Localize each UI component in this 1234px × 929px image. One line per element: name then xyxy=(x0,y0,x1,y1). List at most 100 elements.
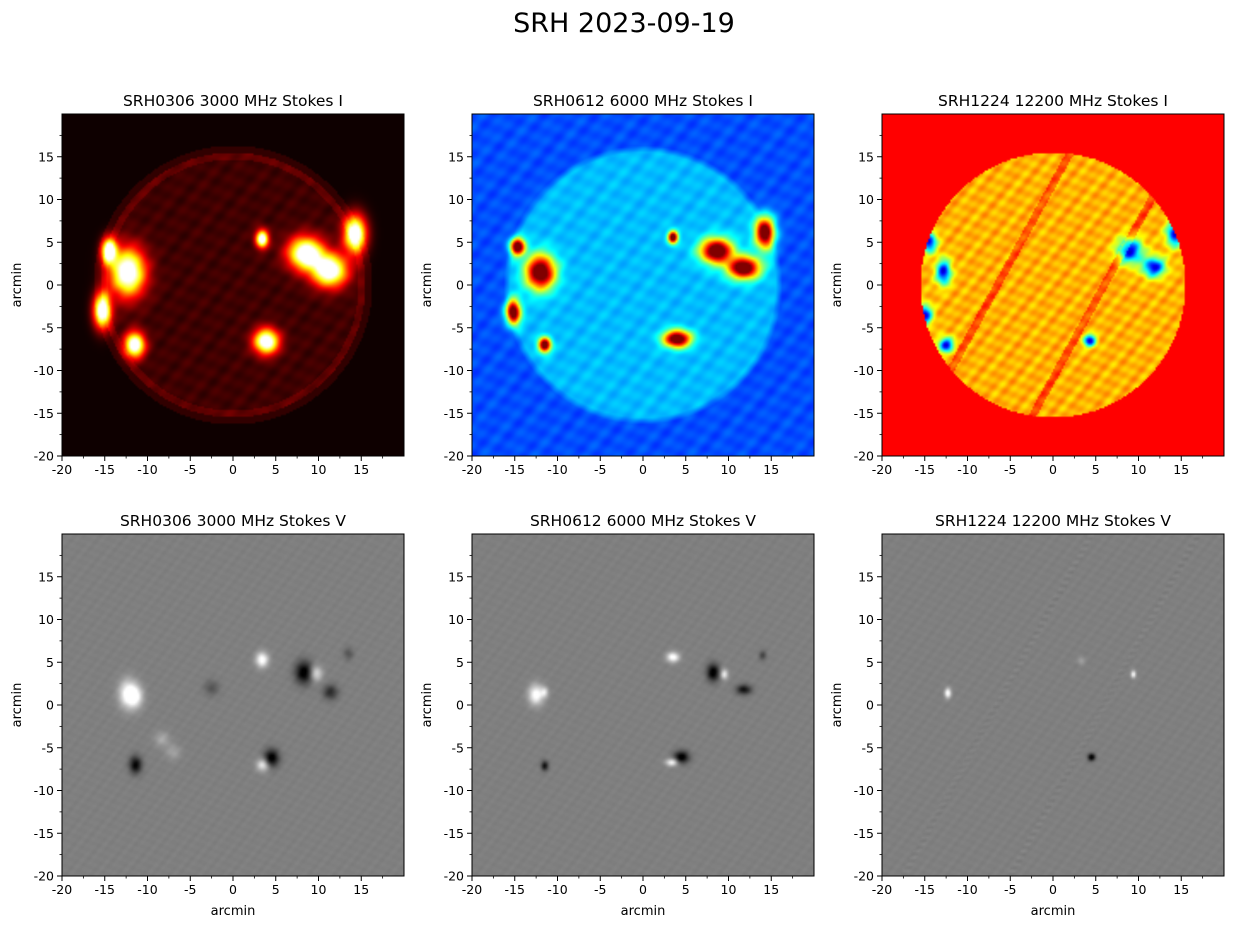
y-tick-label: -10 xyxy=(854,363,874,378)
x-tick-label: 15 xyxy=(1173,462,1189,477)
x-tick-label: -10 xyxy=(137,462,157,477)
x-tick-label: 10 xyxy=(1131,462,1147,477)
panel-title: SRH0612 6000 MHz Stokes I xyxy=(533,92,753,110)
x-tick-label: 15 xyxy=(763,462,779,477)
x-axis-label: arcmin xyxy=(211,904,256,919)
y-tick-label: -15 xyxy=(854,406,874,421)
x-tick-label: 0 xyxy=(229,882,237,897)
y-tick-label: -5 xyxy=(452,740,464,755)
x-tick-label: 10 xyxy=(721,882,737,897)
y-tick-label: 0 xyxy=(46,698,54,713)
x-tick-label: -15 xyxy=(505,462,525,477)
panel-1: SRH0306 3000 MHz Stokes I -20 -15 -10 -5 0 5 10… xyxy=(10,92,405,477)
x-tick-label: 0 xyxy=(1049,462,1057,477)
y-axis-label: arcmin xyxy=(830,263,845,308)
y-axis-label: arcmin xyxy=(10,263,25,308)
x-tick-label: 0 xyxy=(639,462,647,477)
y-tick-label: 15 xyxy=(858,569,874,584)
x-tick-label: -5 xyxy=(184,882,196,897)
y-tick-label: 15 xyxy=(38,149,54,164)
y-tick-label: -20 xyxy=(34,449,54,464)
y-axis-label: arcmin xyxy=(10,683,25,728)
x-tick-label: -15 xyxy=(915,882,935,897)
x-tick-label: -10 xyxy=(957,462,977,477)
y-tick-label: 5 xyxy=(866,655,874,670)
heatmap-image xyxy=(472,534,814,876)
y-tick-label: -5 xyxy=(42,740,54,755)
x-tick-label: 10 xyxy=(311,462,327,477)
x-tick-label: 5 xyxy=(1092,882,1100,897)
x-tick-label: 15 xyxy=(353,882,369,897)
x-tick-label: -5 xyxy=(594,462,606,477)
y-axis-label: arcmin xyxy=(420,263,435,308)
panel-6: SRH1224 12200 MHz Stokes V -20 -15 -10 -5 0 5 1… xyxy=(830,512,1225,919)
heatmap-image xyxy=(62,534,404,876)
x-tick-label: 5 xyxy=(1092,462,1100,477)
panel-title: SRH0306 3000 MHz Stokes V xyxy=(120,512,346,530)
panel-title: SRH0612 6000 MHz Stokes V xyxy=(530,512,756,530)
x-tick-label: -20 xyxy=(52,882,72,897)
panel-title: SRH1224 12200 MHz Stokes I xyxy=(938,92,1168,110)
y-tick-label: -20 xyxy=(34,869,54,884)
y-tick-label: 0 xyxy=(456,278,464,293)
y-tick-label: -5 xyxy=(42,320,54,335)
x-tick-label: -15 xyxy=(915,462,935,477)
panel-2: SRH0612 6000 MHz Stokes I -20 -15 -10 -5 0 5 10… xyxy=(420,92,815,477)
y-tick-label: 15 xyxy=(448,569,464,584)
y-tick-label: -10 xyxy=(444,783,464,798)
y-tick-label: -15 xyxy=(34,406,54,421)
y-tick-label: -20 xyxy=(854,869,874,884)
x-tick-label: 0 xyxy=(229,462,237,477)
y-tick-label: 10 xyxy=(448,192,464,207)
y-tick-label: -20 xyxy=(854,449,874,464)
x-tick-label: 5 xyxy=(682,462,690,477)
y-tick-label: 5 xyxy=(456,655,464,670)
y-tick-label: -10 xyxy=(854,783,874,798)
y-tick-label: 15 xyxy=(448,149,464,164)
x-tick-label: -15 xyxy=(95,462,115,477)
x-tick-label: 5 xyxy=(272,462,280,477)
x-tick-label: 10 xyxy=(1131,882,1147,897)
x-tick-label: 0 xyxy=(639,882,647,897)
panel-4: SRH0306 3000 MHz Stokes V -20 -15 -10 -5 0 5 10… xyxy=(10,512,405,919)
x-tick-label: -20 xyxy=(872,882,892,897)
x-tick-label: -5 xyxy=(184,462,196,477)
x-tick-label: 5 xyxy=(272,882,280,897)
y-tick-label: 0 xyxy=(456,698,464,713)
panel-3: SRH1224 12200 MHz Stokes I -20 -15 -10 -5 0 5 1… xyxy=(830,92,1225,477)
x-tick-label: -15 xyxy=(95,882,115,897)
x-axis-label: arcmin xyxy=(621,904,666,919)
y-tick-label: -15 xyxy=(444,826,464,841)
y-tick-label: 5 xyxy=(456,235,464,250)
y-tick-label: 10 xyxy=(38,612,54,627)
heatmap-image xyxy=(62,114,404,456)
y-tick-label: -5 xyxy=(862,740,874,755)
y-tick-label: 5 xyxy=(866,235,874,250)
x-tick-label: 10 xyxy=(721,462,737,477)
x-tick-label: -15 xyxy=(505,882,525,897)
x-tick-label: 15 xyxy=(1173,882,1189,897)
x-tick-label: -10 xyxy=(137,882,157,897)
y-tick-label: 5 xyxy=(46,235,54,250)
y-axis-label: arcmin xyxy=(420,683,435,728)
y-tick-label: -15 xyxy=(34,826,54,841)
panel-5: SRH0612 6000 MHz Stokes V -20 -15 -10 -5 0 5 10… xyxy=(420,512,815,919)
x-tick-label: -10 xyxy=(957,882,977,897)
y-tick-label: -20 xyxy=(444,869,464,884)
x-tick-label: 15 xyxy=(353,462,369,477)
x-tick-label: -5 xyxy=(1004,462,1016,477)
y-tick-label: 10 xyxy=(858,612,874,627)
y-tick-label: 10 xyxy=(38,192,54,207)
y-tick-label: -5 xyxy=(862,320,874,335)
y-tick-label: 15 xyxy=(38,569,54,584)
y-tick-label: -10 xyxy=(34,363,54,378)
x-tick-label: 0 xyxy=(1049,882,1057,897)
heatmap-image xyxy=(882,534,1224,876)
x-tick-label: -5 xyxy=(594,882,606,897)
heatmap-image xyxy=(472,114,814,456)
x-tick-label: -5 xyxy=(1004,882,1016,897)
panel-title: SRH1224 12200 MHz Stokes V xyxy=(935,512,1171,530)
x-tick-label: -10 xyxy=(547,462,567,477)
x-axis-label: arcmin xyxy=(1031,904,1076,919)
